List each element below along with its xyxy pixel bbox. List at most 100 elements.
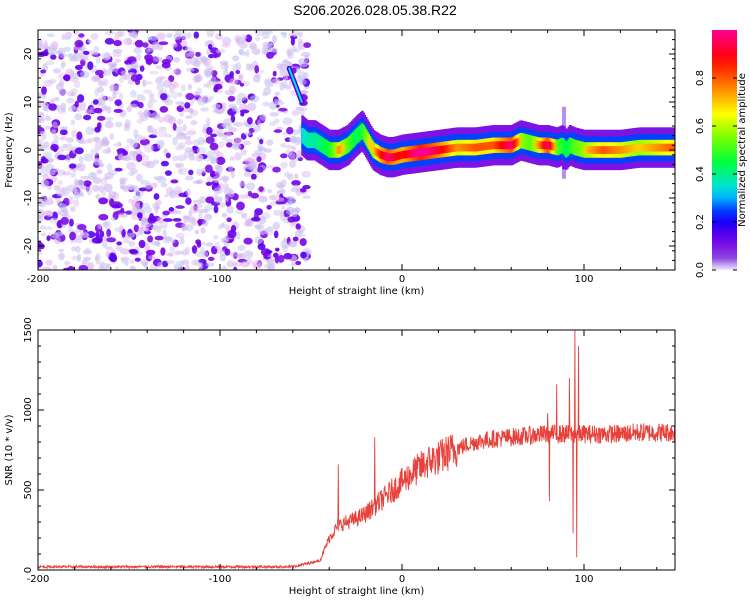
ridge-core xyxy=(447,144,451,153)
noise-blob xyxy=(128,241,136,247)
ridge-core xyxy=(394,152,397,161)
noise-blob xyxy=(118,92,124,101)
ridge-core xyxy=(586,146,590,154)
noise-blob xyxy=(272,35,277,44)
noise-blob xyxy=(195,51,201,57)
noise-blob xyxy=(50,144,59,151)
noise-blob xyxy=(47,157,54,163)
noise-blob xyxy=(80,56,89,61)
noise-blob xyxy=(224,195,230,203)
colorbar-tick-label: 0.6 xyxy=(695,118,706,134)
noise-blob xyxy=(74,64,83,70)
ridge-core xyxy=(638,143,642,152)
ridge-core xyxy=(627,145,630,153)
noise-blob xyxy=(285,144,294,149)
noise-blob xyxy=(50,98,55,104)
noise-blob xyxy=(73,191,81,200)
noise-blob xyxy=(133,47,142,54)
noise-blob xyxy=(74,147,84,155)
noise-blob xyxy=(291,129,300,136)
noise-blob xyxy=(83,260,91,267)
noise-blob xyxy=(274,255,279,264)
noise-blob xyxy=(213,235,219,240)
noise-blob xyxy=(120,249,130,254)
noise-blob xyxy=(190,120,198,126)
noise-blob xyxy=(185,58,192,66)
ridge-core xyxy=(389,153,392,162)
noise-blob xyxy=(247,157,256,163)
noise-blob xyxy=(149,213,155,222)
noise-blob xyxy=(170,179,179,184)
noise-blob xyxy=(75,245,81,253)
noise-blob xyxy=(274,197,285,202)
noise-blob xyxy=(229,156,235,161)
noise-blob xyxy=(230,170,235,179)
ridge-core xyxy=(375,148,378,156)
spectrogram-ytick-label: -10 xyxy=(23,190,34,206)
ridge-core xyxy=(501,141,504,150)
noise-blob xyxy=(134,134,143,141)
noise-blob xyxy=(171,91,179,99)
noise-blob xyxy=(186,130,197,136)
ridge-core xyxy=(656,143,660,152)
noise-blob xyxy=(70,119,76,126)
noise-blob xyxy=(143,143,154,153)
ridge-core xyxy=(632,144,635,153)
noise-blob xyxy=(71,129,77,138)
noise-blob xyxy=(185,46,192,52)
noise-blob xyxy=(143,109,150,118)
noise-blob xyxy=(226,260,234,268)
ridge-middle xyxy=(575,140,578,156)
noise-blob xyxy=(273,129,283,133)
noise-blob xyxy=(179,237,185,245)
ridge-core xyxy=(649,143,652,152)
ridge-core xyxy=(589,146,592,154)
noise-blob xyxy=(60,102,67,110)
ridge-core xyxy=(669,143,672,152)
noise-blob xyxy=(253,263,262,270)
noise-blob xyxy=(174,210,182,214)
noise-blob xyxy=(173,33,182,40)
noise-blob xyxy=(143,89,153,94)
noise-blob xyxy=(136,53,142,61)
noise-blob xyxy=(198,208,209,214)
snr-xtick-label: -100 xyxy=(209,574,232,585)
noise-blob xyxy=(205,242,214,247)
noise-blob xyxy=(38,210,44,219)
noise-blob xyxy=(282,117,293,125)
noise-blob xyxy=(139,65,145,72)
ridge-core xyxy=(654,143,657,152)
noise-blob xyxy=(151,128,158,136)
noise-blob xyxy=(215,49,221,54)
noise-blob xyxy=(296,150,303,159)
ridge-core xyxy=(672,143,675,152)
noise-blob xyxy=(278,107,288,112)
noise-blob xyxy=(199,56,209,62)
noise-blob xyxy=(44,115,52,121)
noise-blob xyxy=(104,220,112,230)
noise-blob xyxy=(87,39,92,44)
noise-blob xyxy=(303,42,312,48)
spectrogram-noise xyxy=(38,30,312,270)
noise-blob xyxy=(104,172,114,180)
noise-blob xyxy=(164,193,169,198)
noise-blob xyxy=(90,148,99,156)
noise-blob xyxy=(64,261,71,266)
ridge-middle xyxy=(316,134,320,150)
noise-blob xyxy=(302,195,311,199)
noise-blob xyxy=(221,36,232,45)
ridge-middle xyxy=(325,140,328,156)
ridge-core xyxy=(666,143,670,152)
noise-blob xyxy=(129,103,138,109)
noise-blob xyxy=(245,63,251,71)
noise-blob xyxy=(58,88,67,96)
noise-blob xyxy=(245,49,250,58)
noise-blob xyxy=(189,99,194,106)
ridge-middle xyxy=(581,141,585,158)
noise-blob xyxy=(162,210,170,216)
noise-blob xyxy=(266,260,275,265)
noise-blob xyxy=(206,176,214,182)
spectrogram-ytick-label: -20 xyxy=(23,238,34,254)
noise-blob xyxy=(280,153,288,159)
noise-blob xyxy=(250,192,260,199)
